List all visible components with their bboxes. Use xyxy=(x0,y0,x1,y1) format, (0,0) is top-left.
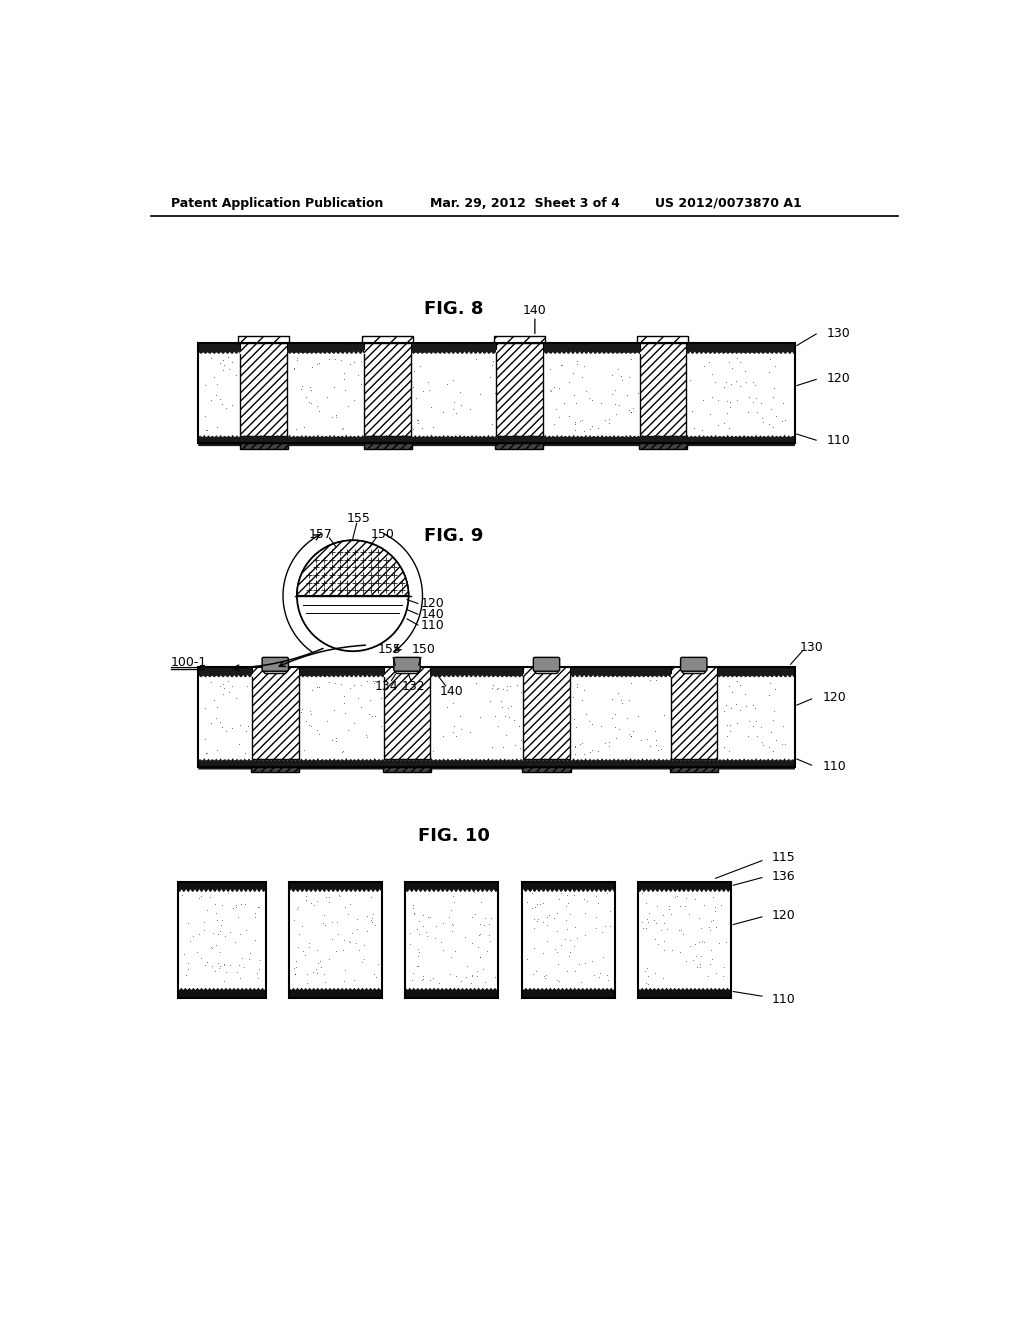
Bar xyxy=(365,343,411,354)
Bar xyxy=(198,343,795,444)
Text: 120: 120 xyxy=(822,690,846,704)
Bar xyxy=(178,882,266,998)
Text: US 2012/0073870 A1: US 2012/0073870 A1 xyxy=(655,197,802,210)
Bar xyxy=(384,671,430,759)
Text: FIG. 9: FIG. 9 xyxy=(424,527,483,545)
Bar xyxy=(494,337,545,343)
Text: 130: 130 xyxy=(827,326,851,339)
Bar xyxy=(671,667,717,677)
Bar xyxy=(670,767,718,772)
Bar xyxy=(521,882,614,998)
Bar xyxy=(240,444,288,449)
Bar xyxy=(241,348,287,436)
FancyBboxPatch shape xyxy=(262,657,289,671)
Bar xyxy=(406,882,499,998)
Bar xyxy=(364,444,412,449)
Bar xyxy=(384,667,430,677)
Text: 110: 110 xyxy=(421,619,444,631)
Bar xyxy=(178,882,266,998)
Text: 115: 115 xyxy=(771,851,795,865)
Bar xyxy=(523,667,569,677)
FancyBboxPatch shape xyxy=(682,660,706,673)
Text: 100-1: 100-1 xyxy=(171,656,207,669)
Bar xyxy=(198,671,795,759)
Bar xyxy=(496,343,543,354)
Wedge shape xyxy=(297,540,409,595)
Bar xyxy=(252,667,299,677)
Bar xyxy=(671,667,717,677)
Text: 136: 136 xyxy=(771,870,795,883)
Text: 120: 120 xyxy=(421,597,444,610)
Text: 110: 110 xyxy=(827,434,851,447)
Text: FIG. 8: FIG. 8 xyxy=(424,300,483,318)
Text: FIG. 10: FIG. 10 xyxy=(418,828,489,845)
Bar xyxy=(289,882,382,998)
Bar xyxy=(406,882,499,998)
Bar xyxy=(384,667,430,677)
FancyBboxPatch shape xyxy=(681,657,707,671)
Text: 157: 157 xyxy=(308,528,332,541)
Bar xyxy=(637,337,688,343)
Bar xyxy=(640,343,686,354)
Text: Mar. 29, 2012  Sheet 3 of 4: Mar. 29, 2012 Sheet 3 of 4 xyxy=(430,197,621,210)
Text: 140: 140 xyxy=(440,685,464,698)
Bar xyxy=(640,343,686,354)
Text: 155: 155 xyxy=(378,643,401,656)
Bar xyxy=(241,343,287,354)
Bar xyxy=(198,348,795,436)
Bar xyxy=(496,348,543,436)
Bar xyxy=(289,882,382,998)
FancyBboxPatch shape xyxy=(394,657,420,671)
Bar xyxy=(238,337,289,343)
Text: 110: 110 xyxy=(771,993,795,1006)
Text: 150: 150 xyxy=(412,643,436,656)
Text: 120: 120 xyxy=(827,372,851,385)
Bar xyxy=(638,882,731,998)
Bar xyxy=(251,767,299,772)
FancyBboxPatch shape xyxy=(263,660,287,673)
Bar xyxy=(241,343,287,354)
Text: 120: 120 xyxy=(771,908,795,921)
Bar xyxy=(639,444,687,449)
Text: 132: 132 xyxy=(401,680,425,693)
Text: Patent Application Publication: Patent Application Publication xyxy=(171,197,383,210)
Text: 140: 140 xyxy=(421,607,444,620)
FancyBboxPatch shape xyxy=(535,660,558,673)
Bar xyxy=(638,882,731,998)
Bar xyxy=(496,343,543,354)
Text: 110: 110 xyxy=(822,760,846,774)
Bar xyxy=(496,444,544,449)
Text: 140: 140 xyxy=(523,304,547,317)
Bar xyxy=(198,667,795,767)
Text: 134: 134 xyxy=(375,680,398,693)
Bar xyxy=(365,348,411,436)
Text: 130: 130 xyxy=(800,640,823,653)
Bar xyxy=(521,882,614,998)
Bar xyxy=(523,671,569,759)
Bar xyxy=(383,767,431,772)
Bar xyxy=(523,667,569,677)
Bar xyxy=(522,767,570,772)
Text: 155: 155 xyxy=(347,512,371,525)
FancyBboxPatch shape xyxy=(534,657,560,671)
FancyBboxPatch shape xyxy=(395,660,419,673)
Bar xyxy=(671,671,717,759)
Bar xyxy=(252,667,299,677)
Text: 150: 150 xyxy=(371,528,394,541)
Bar xyxy=(252,671,299,759)
Bar xyxy=(362,337,414,343)
Bar xyxy=(640,348,686,436)
Bar xyxy=(365,343,411,354)
